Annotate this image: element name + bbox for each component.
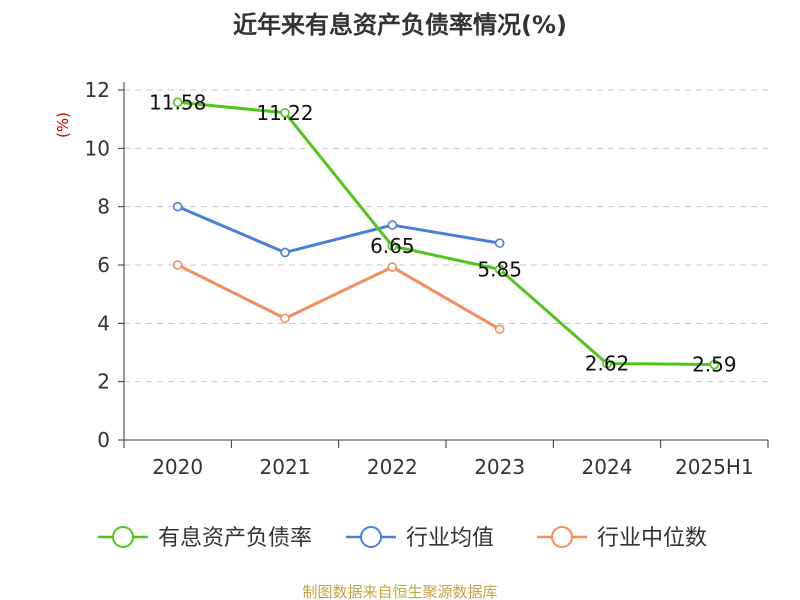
series-line-1	[177, 205, 500, 254]
legend[interactable]: 有息资产负债率 行业均值 行业中位数	[98, 526, 707, 551]
legend-item[interactable]: 行业均值	[346, 526, 494, 551]
y-tick-label: 8	[97, 195, 110, 219]
x-tick-label: 2021	[260, 455, 311, 479]
data-point[interactable]	[387, 241, 398, 251]
data-point[interactable]	[709, 359, 720, 370]
series-line-0	[177, 100, 715, 366]
y-axis-label: (%)	[54, 112, 72, 138]
chart-title: 近年来有息资产负债率情况(%)	[233, 11, 567, 39]
y-tick-label: 4	[97, 311, 110, 335]
legend-item[interactable]: 行业中位数	[537, 526, 707, 551]
legend-marker	[112, 526, 134, 548]
x-tick-label: 2024	[582, 455, 633, 479]
x-tick-label: 2020	[152, 455, 203, 479]
data-point[interactable]	[280, 313, 290, 324]
y-tick-label: 0	[97, 428, 110, 452]
data-point[interactable]	[172, 97, 183, 108]
legend-marker	[360, 526, 382, 548]
legend-label: 有息资产负债率	[158, 526, 312, 551]
data-labels: 11.58 11.22 6.65 5.85 2.62 2.59	[149, 90, 737, 376]
data-point[interactable]	[172, 260, 183, 270]
axes: 0 2 4 6 8 10 12 2020 2021 2022 2023 2024 2025H1	[85, 78, 769, 479]
data-label: 11.58	[149, 90, 206, 114]
data-label: 2.62	[585, 352, 630, 376]
y-tick-label: 10	[85, 136, 110, 160]
source-note: 制图数据来自恒生聚源数据库	[302, 583, 497, 600]
legend-item[interactable]: 有息资产负债率	[98, 526, 312, 551]
data-point[interactable]	[494, 238, 505, 248]
data-point[interactable]	[494, 324, 505, 334]
data-label: 2.59	[692, 352, 737, 376]
grid-lines	[124, 89, 768, 383]
x-tick-label: 2022	[367, 455, 418, 479]
data-label: 11.22	[256, 101, 313, 125]
data-point[interactable]	[387, 220, 398, 230]
series-layer	[172, 97, 720, 370]
data-point[interactable]	[172, 201, 183, 212]
data-point[interactable]	[280, 107, 290, 118]
y-tick-label: 2	[97, 370, 110, 394]
data-label: 5.85	[477, 257, 522, 281]
data-point[interactable]	[602, 358, 612, 369]
legend-marker	[551, 526, 573, 548]
x-tick-label: 2023	[474, 455, 525, 479]
data-point[interactable]	[387, 262, 398, 272]
y-tick-label: 6	[97, 253, 110, 277]
data-label: 6.65	[370, 234, 415, 258]
legend-label: 行业均值	[406, 526, 494, 551]
data-point[interactable]	[280, 247, 290, 258]
data-point[interactable]	[494, 264, 505, 275]
series-line-2	[176, 263, 501, 331]
x-tick-label: 2025H1	[675, 455, 754, 479]
y-tick-label: 12	[85, 78, 110, 102]
legend-label: 行业中位数	[597, 526, 707, 551]
